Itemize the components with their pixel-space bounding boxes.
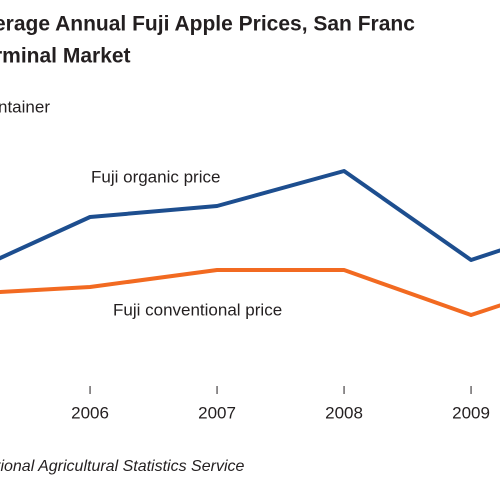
x-tick-label: 2008 [325, 403, 363, 422]
x-tick-label: 2007 [198, 403, 236, 422]
series-line [0, 268, 500, 317]
series-label: Fuji conventional price [113, 300, 282, 319]
series-line [0, 169, 500, 262]
x-tick-label: 2006 [71, 403, 109, 422]
y-axis-label: ntainer [0, 97, 50, 116]
series-label: Fuji organic price [91, 167, 220, 186]
x-tick-label: 2009 [452, 403, 490, 422]
chart-title: rminal Market [0, 45, 131, 68]
source: tional Agricultural Statistics Service [0, 458, 244, 475]
chart-title: erage Annual Fuji Apple Prices, San Fran… [0, 13, 415, 36]
